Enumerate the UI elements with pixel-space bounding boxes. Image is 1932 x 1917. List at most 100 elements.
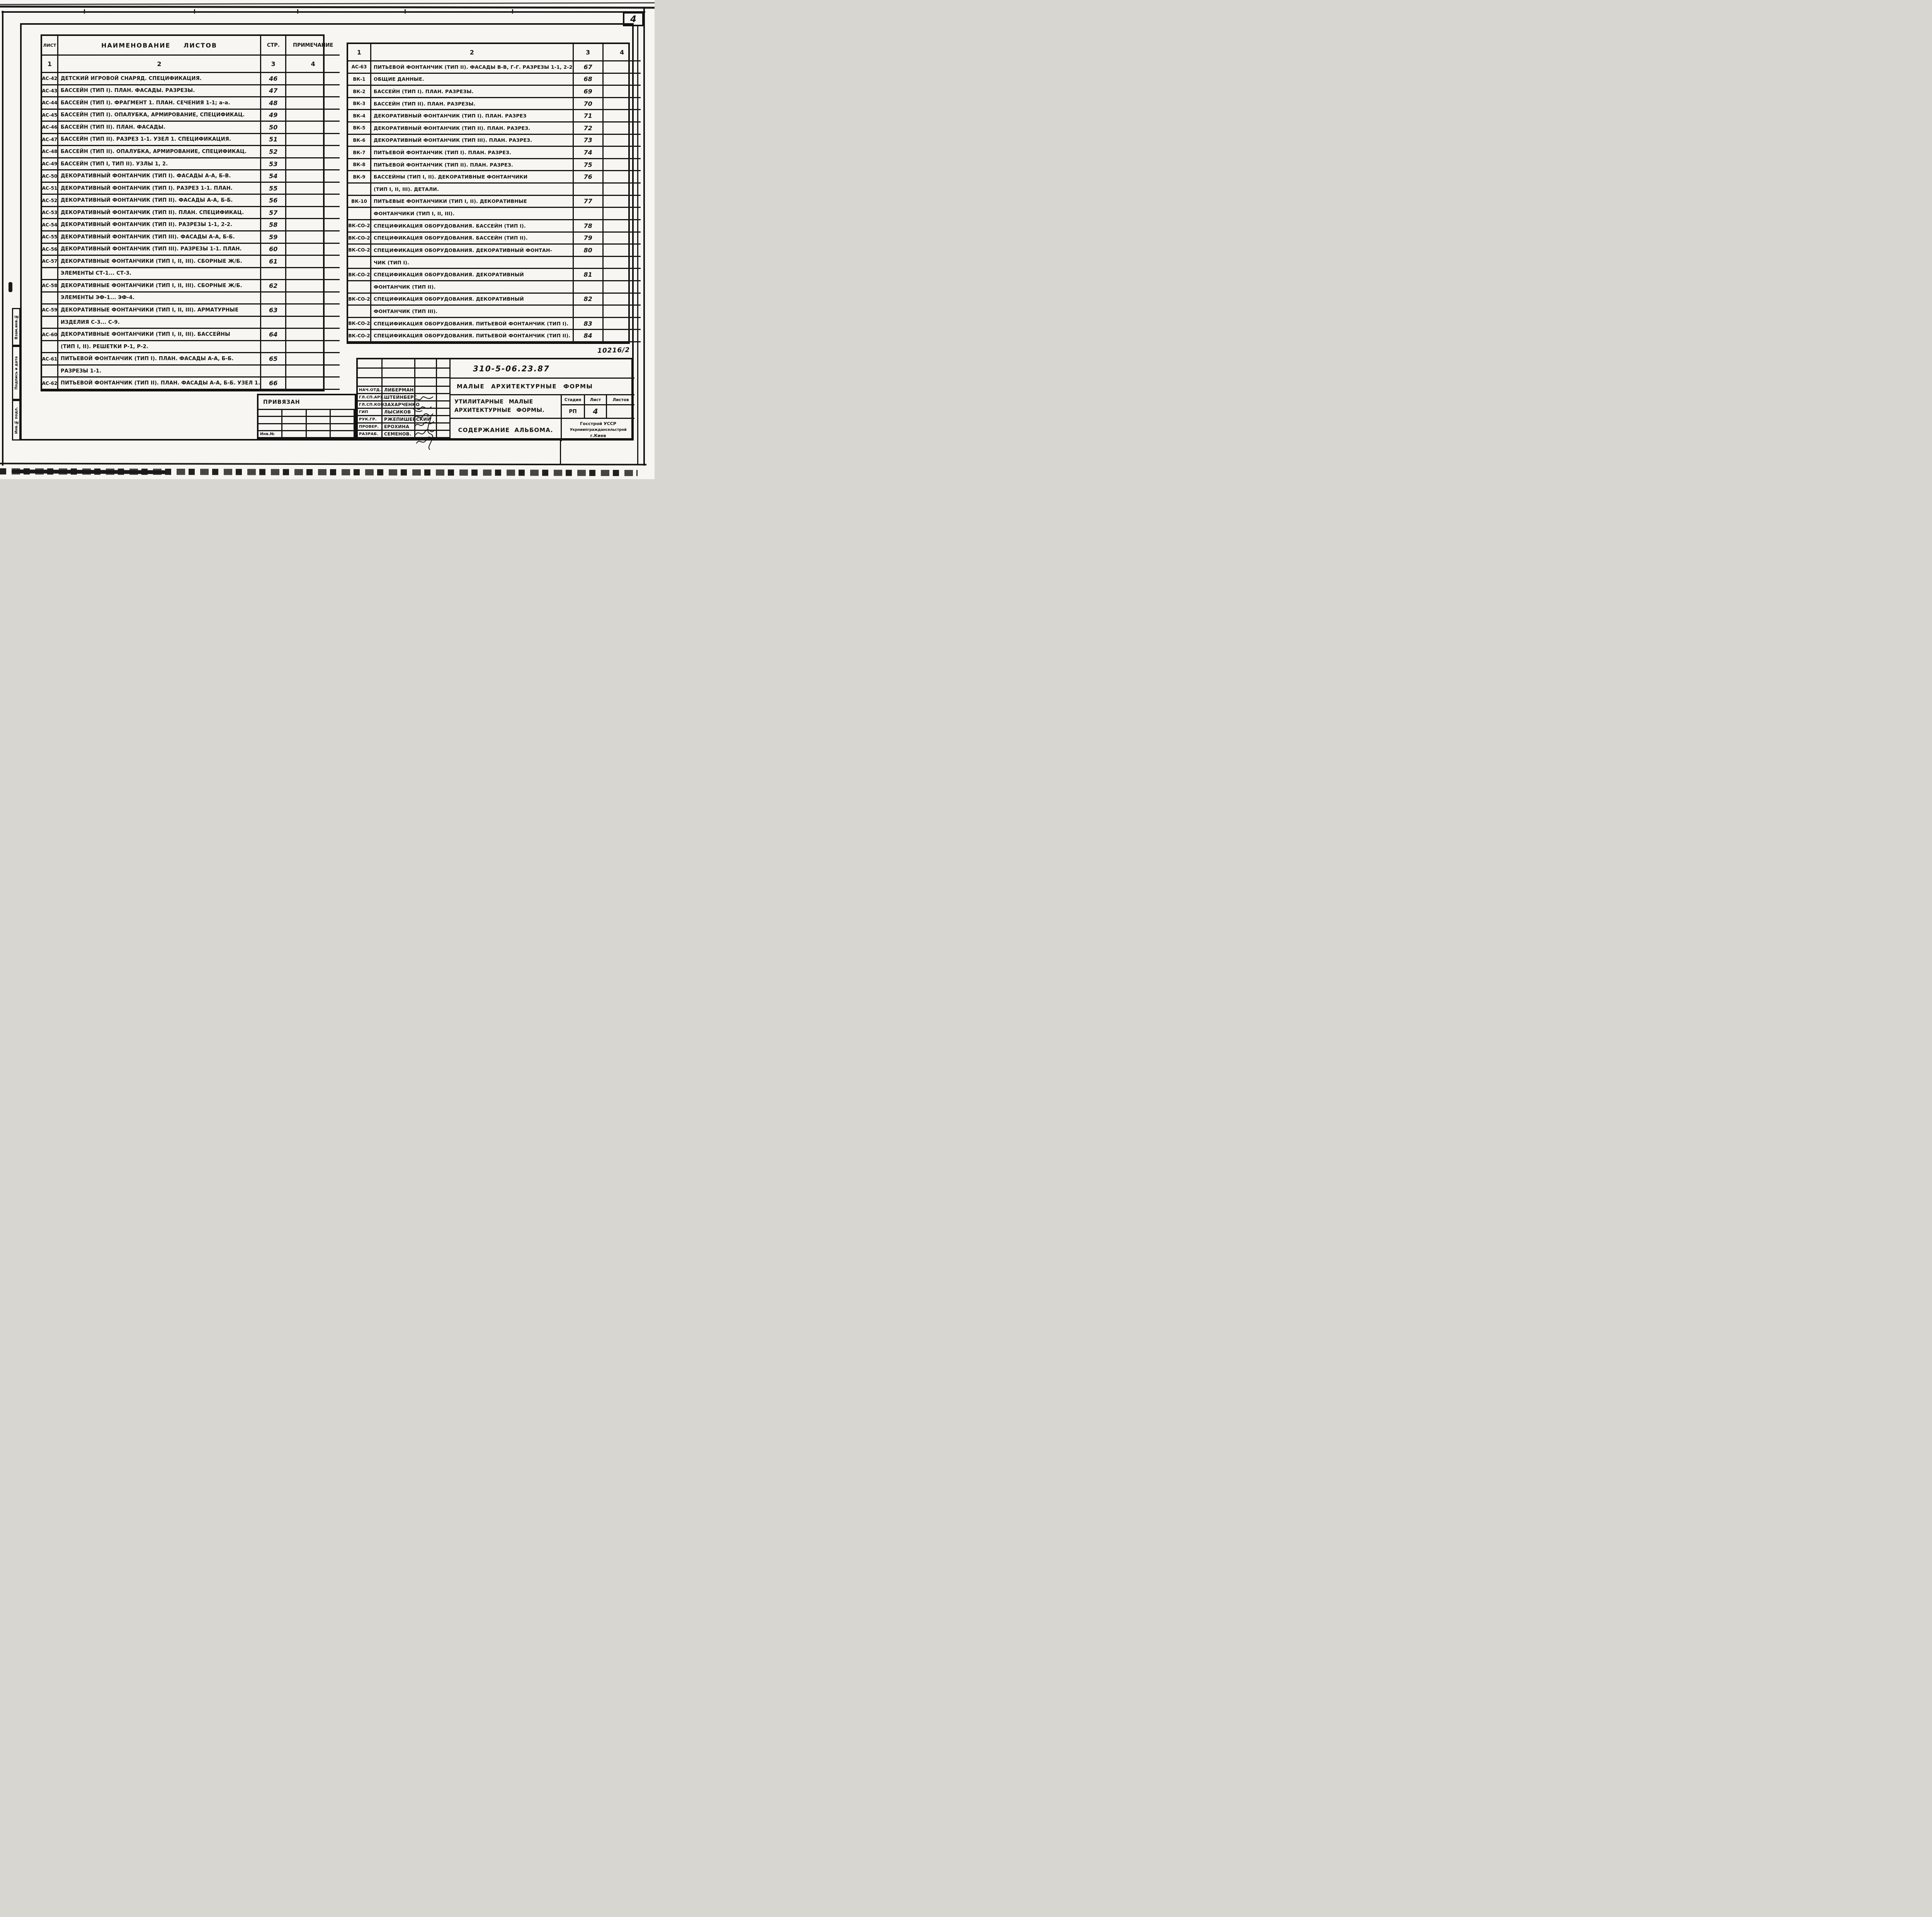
page-number: 52 xyxy=(261,146,287,158)
sheet-name: БАССЕЙН (ТИП I). ОПАЛУБКА, АРМИРОВАНИЕ, … xyxy=(58,109,262,122)
note-cell xyxy=(286,341,340,354)
page-number: 70 xyxy=(573,98,604,111)
note-cell xyxy=(603,281,641,294)
note-cell xyxy=(603,294,641,306)
sheet-code: АС-57 xyxy=(42,256,58,268)
sheet-name: ДЕКОРАТИВНЫЙ ФОНТАНЧИК (ТИП III). ФАСАДЫ… xyxy=(58,231,262,244)
title-block-divider-stub xyxy=(560,440,561,464)
note-cell xyxy=(286,280,340,293)
note-cell xyxy=(286,195,340,207)
page-number: 62 xyxy=(261,280,287,293)
empty-cell xyxy=(358,359,383,369)
page-number: 59 xyxy=(261,231,287,244)
project-code: 310-5-06.23.87 xyxy=(451,359,634,379)
note-cell xyxy=(286,317,340,329)
page-number: 80 xyxy=(573,245,604,257)
inv-number-label: Инв.№ xyxy=(259,431,283,438)
sheet-code: ВК-7 xyxy=(348,147,371,159)
note-cell xyxy=(286,183,340,195)
signatory-name: ЛЫСИКОВ xyxy=(383,409,415,416)
note-cell xyxy=(286,97,340,110)
empty-cell xyxy=(282,424,307,431)
stamp-podpis-data: Подпись и дата xyxy=(12,346,20,400)
date-cell xyxy=(437,394,451,401)
sheet-name: БАССЕЙН (ТИП I). ФРАГМЕНТ 1. ПЛАН. СЕЧЕН… xyxy=(58,97,262,110)
sheet-code: АС-43 xyxy=(42,85,58,98)
sheet-name: ДЕТСКИЙ ИГРОВОЙ СНАРЯД. СПЕЦИФИКАЦИЯ. xyxy=(58,73,262,85)
empty-cell xyxy=(437,378,451,387)
sheet-code xyxy=(348,281,371,294)
note-cell xyxy=(603,220,641,233)
note-cell xyxy=(603,61,641,74)
date-cell xyxy=(437,416,451,424)
note-cell xyxy=(603,318,641,330)
sheet-code: АС-55 xyxy=(42,231,58,244)
sheet-code: АС-46 xyxy=(42,122,58,134)
empty-cell xyxy=(330,417,355,424)
signature-flourish xyxy=(427,415,433,450)
page-number: 77 xyxy=(573,196,604,208)
sheet-code: ВК-9 xyxy=(348,171,371,184)
empty-cell xyxy=(306,417,331,424)
sheet-code: АС-62 xyxy=(42,378,58,390)
sheet-code: ВК-2 xyxy=(348,86,371,98)
sheet-name: СПЕЦИФИКАЦИЯ ОБОРУДОВАНИЯ. ДЕКОРАТИВНЫЙ … xyxy=(371,245,574,257)
org-line3: г.Киев xyxy=(590,433,606,439)
sheet-name: БАССЕЙН (ТИП I). ПЛАН. ФАСАДЫ. РАЗРЕЗЫ. xyxy=(58,85,262,98)
note-cell xyxy=(603,122,641,135)
sheet-code: ВК-СО-2 xyxy=(348,269,371,281)
sheet-name: БАССЕЙН (ТИП II). ОПАЛУБКА, АРМИРОВАНИЕ,… xyxy=(58,146,262,158)
page-number: 67 xyxy=(573,61,604,74)
page-number xyxy=(573,208,604,220)
fold-mark xyxy=(405,9,406,14)
empty-cell xyxy=(437,359,451,369)
sheets-header: Листов xyxy=(607,395,634,405)
sheet-name: ПИТЬЕВЫЕ ФОНТАНЧИКИ (ТИП I, II). ДЕКОРАТ… xyxy=(371,196,574,208)
sheet-name: ОБЩИЕ ДАННЫЕ. xyxy=(371,73,574,86)
outer-right-border-outer xyxy=(643,8,645,466)
note-cell xyxy=(286,219,340,231)
sheet-code: АС-56 xyxy=(42,243,58,256)
page-number: 63 xyxy=(261,304,287,317)
sheet-name: ПИТЬЕВОЙ ФОНТАНЧИК (ТИП II). ПЛАН. РАЗРЕ… xyxy=(371,159,574,172)
sheet-name: ФОНТАНЧИК (ТИП II). xyxy=(371,281,574,294)
sheet-name: ДЕКОРАТИВНЫЕ ФОНТАНЧИКИ (ТИП I, II, III)… xyxy=(58,280,262,293)
note-cell xyxy=(286,268,340,281)
note-cell xyxy=(286,146,340,158)
sheet-code: ВК-СО-2 xyxy=(348,293,371,306)
signatory-role: РАЗРАБ. xyxy=(358,431,383,438)
note-cell xyxy=(603,233,641,245)
sheet-name: БАССЕЙН (ТИП I). ПЛАН. РАЗРЕЗЫ. xyxy=(371,86,574,98)
sheet-name: ДЕКОРАТИВНЫЙ ФОНТАНЧИК (ТИП III). ПЛАН. … xyxy=(371,134,574,147)
note-cell xyxy=(286,304,340,317)
sheet-name: РАЗРЕЗЫ 1-1. xyxy=(58,365,262,378)
scan-streak xyxy=(0,2,655,5)
album-title: УТИЛИТАРНЫЕ МАЛЫЕ АРХИТЕКТУРНЫЕ ФОРМЫ. xyxy=(451,395,562,418)
sheet-code: ВК-СО-2 xyxy=(348,318,371,330)
sheet-code xyxy=(42,365,58,378)
scan-blemish xyxy=(9,282,12,292)
outer-top-border xyxy=(2,11,645,13)
sheet-code: АС-54 xyxy=(42,219,58,231)
stamp-label: Взам.инв.№ xyxy=(14,314,19,340)
empty-cell xyxy=(282,431,307,438)
sheet-code: АС-59 xyxy=(42,304,58,317)
empty-cell xyxy=(415,369,437,378)
empty-cell xyxy=(330,424,355,431)
sheet-name: ПИТЬЕВОЙ ФОНТАНЧИК (ТИП I). ПЛАН. РАЗРЕЗ… xyxy=(371,147,574,159)
signatory-name: ЛИБЕРМАН xyxy=(383,387,415,394)
page-number xyxy=(261,268,287,281)
empty-cell xyxy=(306,424,331,431)
page-number: 48 xyxy=(261,97,287,110)
note-cell xyxy=(603,257,641,269)
sheet-code: АС-48 xyxy=(42,146,58,158)
note-cell xyxy=(286,353,340,366)
sheet-code: АС-44 xyxy=(42,97,58,110)
column-number: 4 xyxy=(603,44,641,61)
empty-cell xyxy=(358,378,383,387)
column-number: 2 xyxy=(371,44,574,61)
page-number: 83 xyxy=(573,318,604,330)
signature-shteinberg xyxy=(413,396,434,401)
date-cell xyxy=(437,431,451,438)
stamp-vzam-inv: Взам.инв.№ xyxy=(12,308,20,346)
